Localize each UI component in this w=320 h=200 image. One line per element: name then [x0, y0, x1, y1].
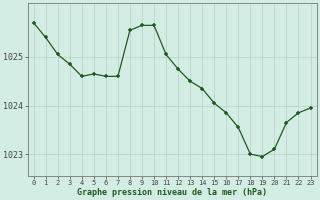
X-axis label: Graphe pression niveau de la mer (hPa): Graphe pression niveau de la mer (hPa): [77, 188, 267, 197]
